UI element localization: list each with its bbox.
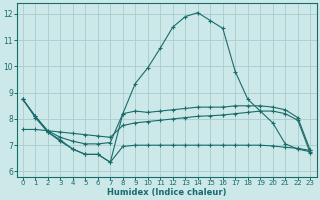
X-axis label: Humidex (Indice chaleur): Humidex (Indice chaleur) — [107, 188, 226, 197]
